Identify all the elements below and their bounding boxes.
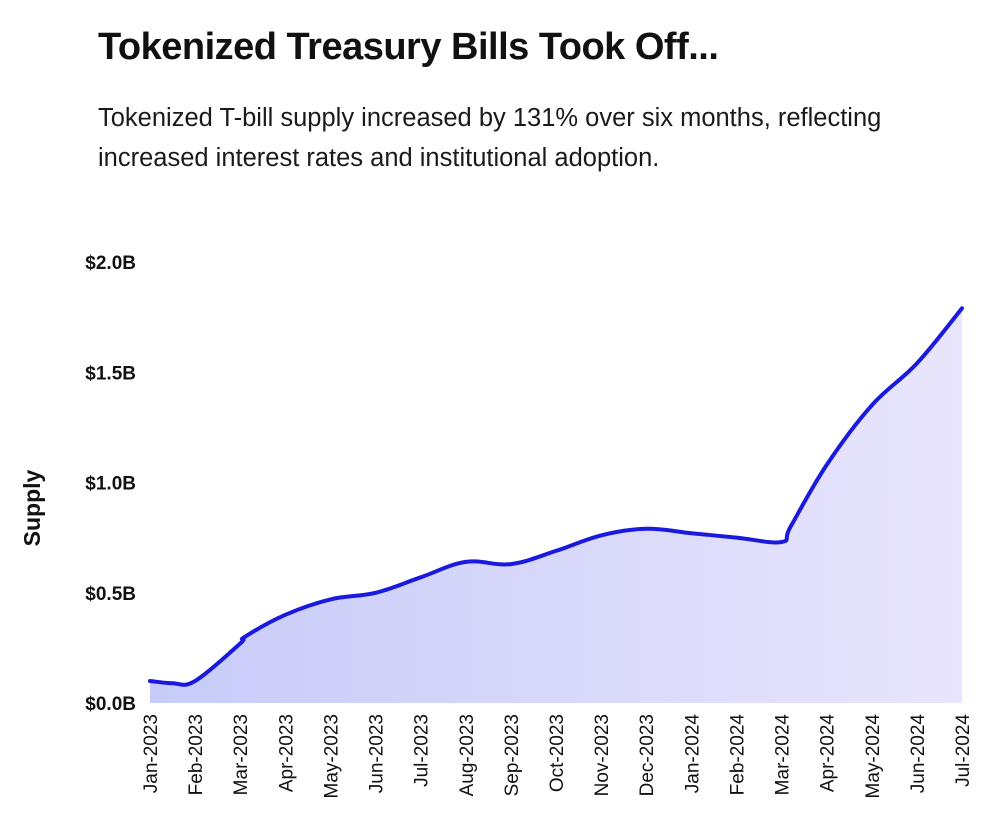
x-tick-label: Oct-2023 xyxy=(547,714,568,792)
x-tick-label: May-2024 xyxy=(863,714,884,799)
y-tick-label: $1.0B xyxy=(85,474,136,495)
plot-area xyxy=(148,306,964,703)
x-tick-label: Mar-2023 xyxy=(231,714,252,795)
y-tick-label: $1.5B xyxy=(85,363,136,384)
y-tick-label: $2.0B xyxy=(85,253,136,274)
y-axis-ticks: $0.0B $0.5B $1.0B $1.5B $2.0B xyxy=(85,253,136,715)
x-tick-label: Sep-2023 xyxy=(502,714,523,796)
y-tick-label: $0.5B xyxy=(85,584,136,605)
x-tick-label: Jul-2023 xyxy=(412,714,433,787)
x-tick-label: Aug-2023 xyxy=(457,714,478,796)
chart-subtitle: Tokenized T-bill supply increased by 131… xyxy=(98,104,882,172)
x-tick-label: Jul-2024 xyxy=(953,714,974,787)
supply-area xyxy=(150,308,962,703)
supply-line xyxy=(148,306,964,687)
chart-title: Tokenized Treasury Bills Took Off... xyxy=(98,26,719,68)
x-tick-label: Jan-2024 xyxy=(682,714,703,794)
y-axis-label: Supply xyxy=(19,469,45,546)
x-tick-label: Jun-2023 xyxy=(367,714,388,793)
x-tick-label: Feb-2024 xyxy=(727,714,748,796)
x-tick-label: Nov-2023 xyxy=(592,714,613,796)
x-tick-label: Jan-2023 xyxy=(141,714,162,793)
x-tick-label: Jun-2024 xyxy=(908,714,929,794)
x-tick-label: Apr-2024 xyxy=(818,714,839,793)
x-tick-label: May-2023 xyxy=(321,714,342,799)
x-tick-label: Feb-2023 xyxy=(186,714,207,795)
x-axis-ticks: Jan-2023 Feb-2023 Mar-2023 Apr-2023 May-2023… xyxy=(141,714,974,799)
x-tick-label: Dec-2023 xyxy=(637,714,658,796)
x-tick-label: Mar-2024 xyxy=(773,714,794,796)
y-tick-label: $0.0B xyxy=(85,694,136,715)
x-tick-label: Apr-2023 xyxy=(276,714,297,792)
